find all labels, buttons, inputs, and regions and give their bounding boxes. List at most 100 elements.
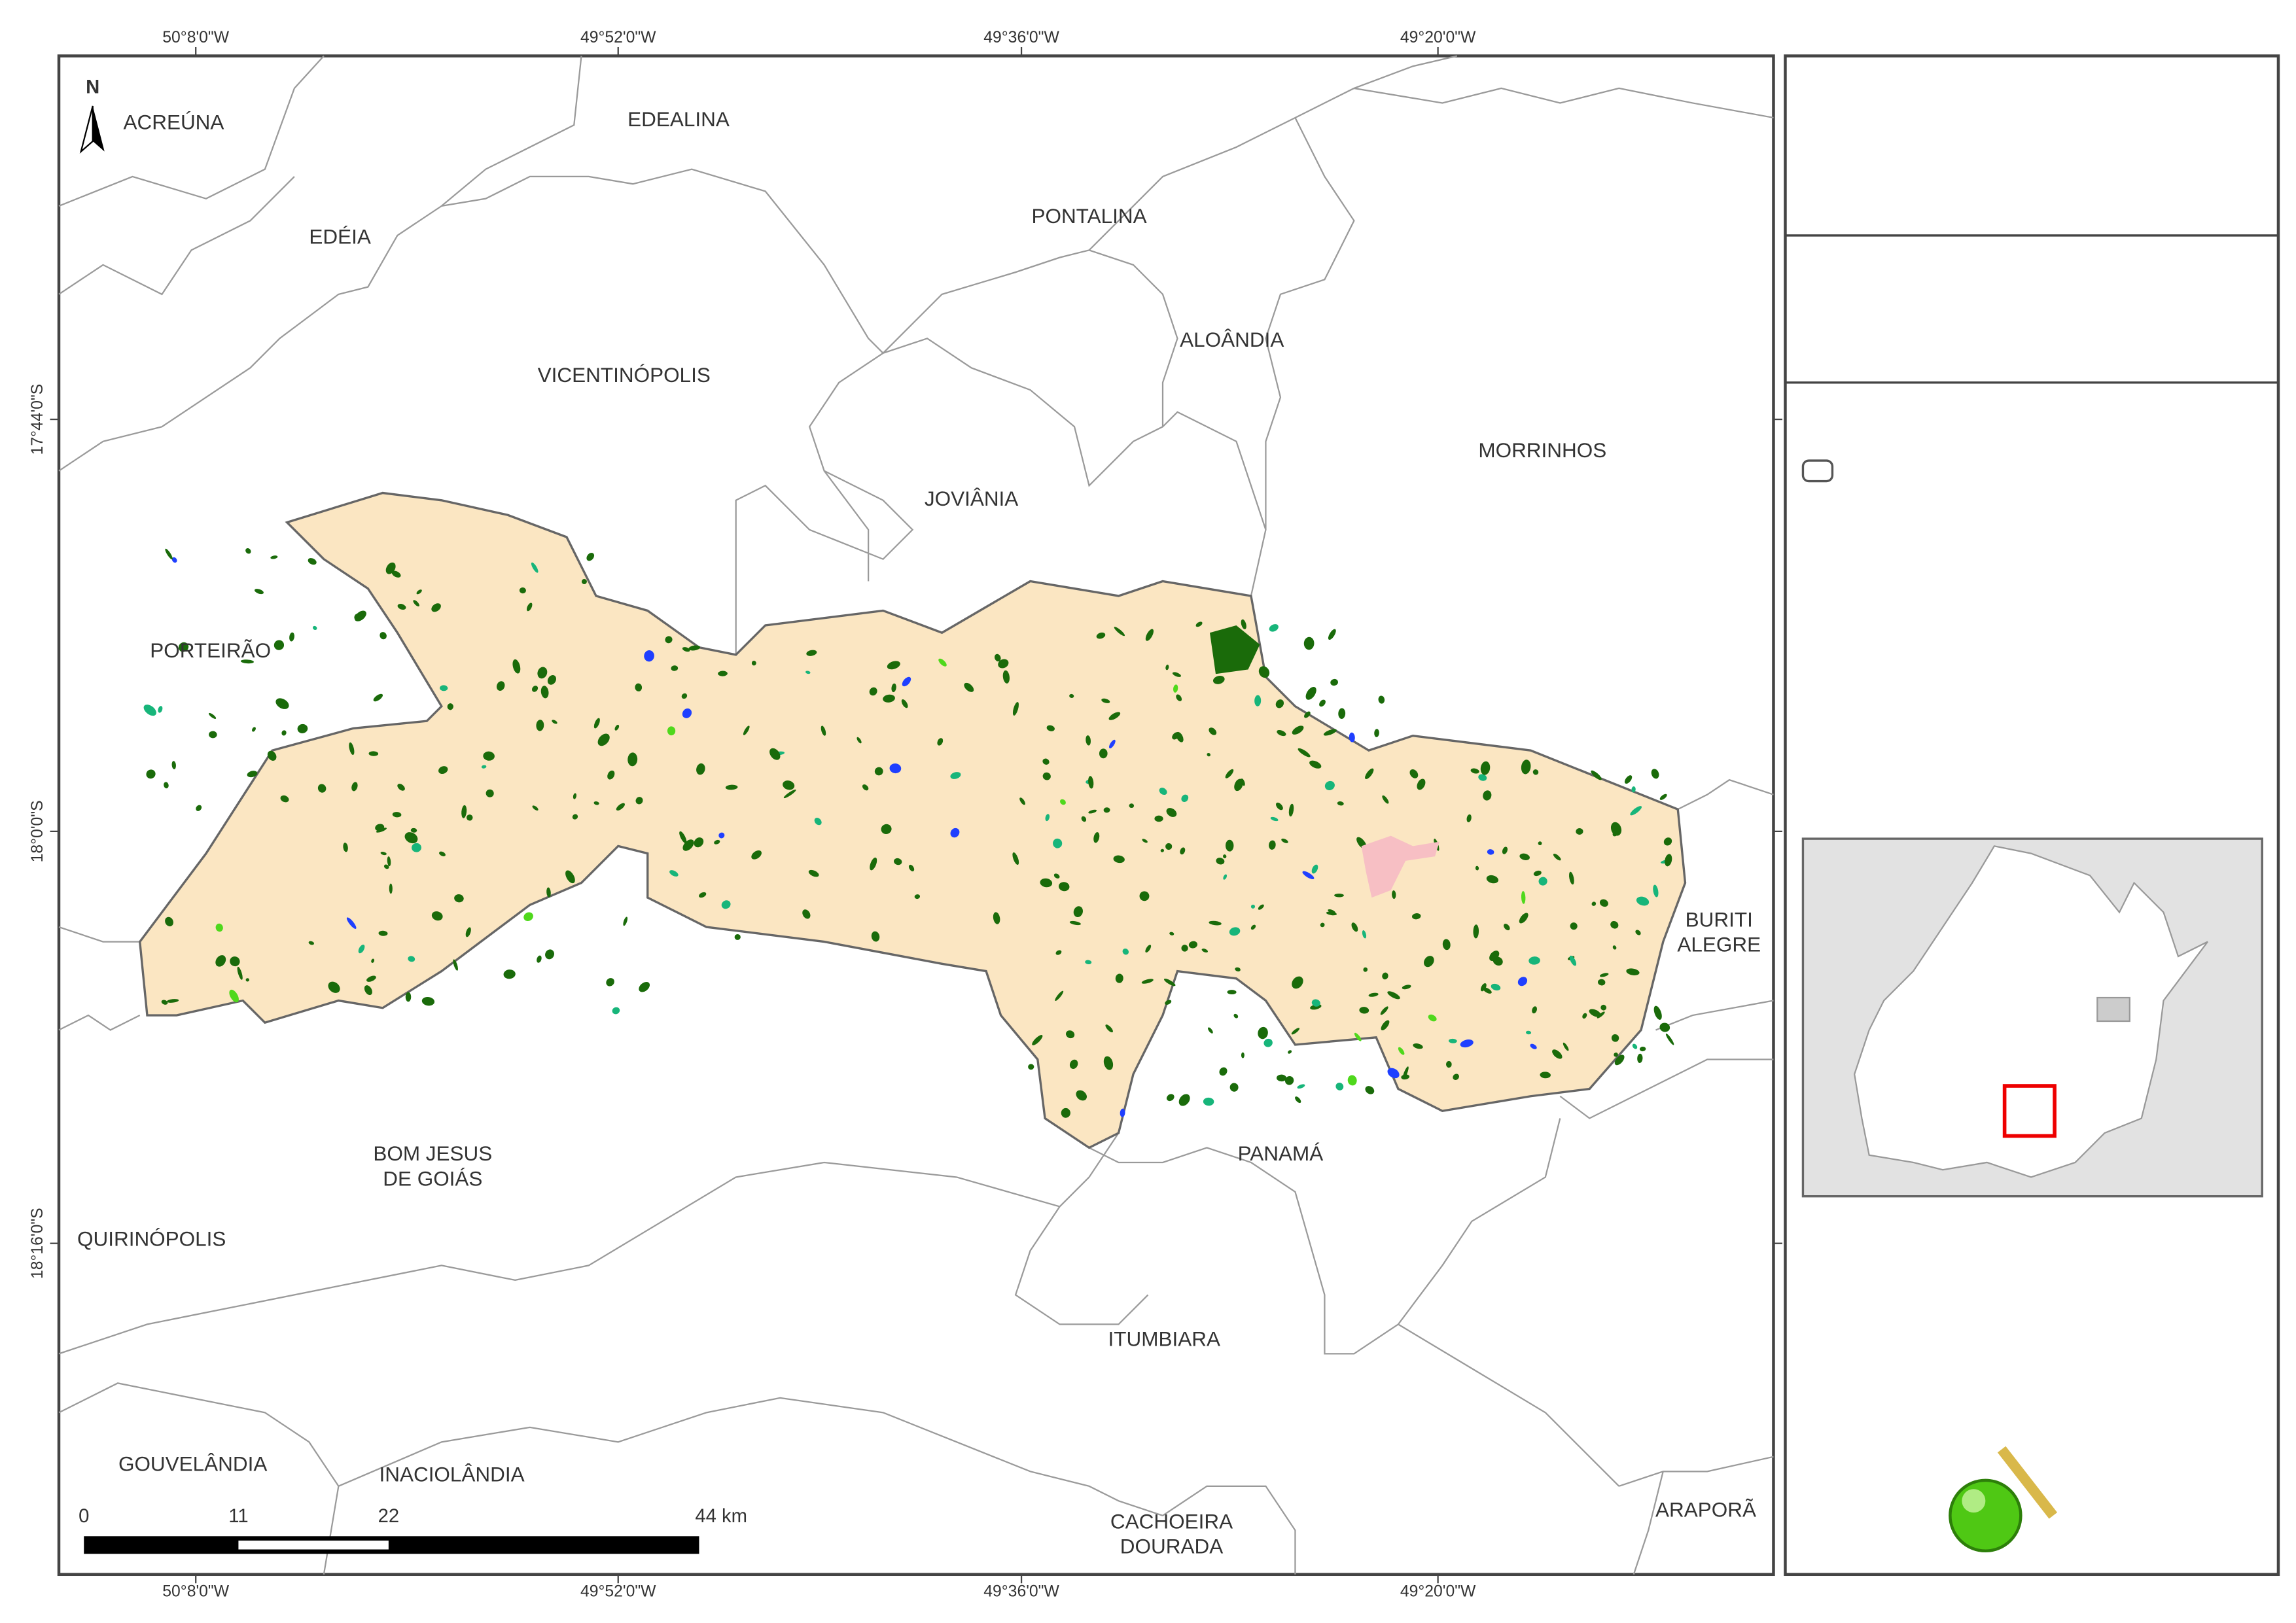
- coord-label: 50°8'0"W: [162, 1582, 229, 1600]
- land-use-patch: [586, 553, 595, 561]
- land-use-patch: [1480, 983, 1487, 992]
- land-use-patch: [950, 828, 960, 838]
- land-use-patch: [1504, 924, 1510, 931]
- land-use-patch: [1114, 627, 1125, 637]
- land-use-patch: [1055, 950, 1062, 955]
- land-use-patch: [1195, 621, 1203, 627]
- land-use-patch: [364, 985, 372, 996]
- land-use-patch: [1040, 878, 1053, 888]
- land-use-patch: [1569, 871, 1574, 885]
- land-use-patch: [1409, 769, 1419, 778]
- land-use-patch: [143, 705, 156, 716]
- land-use-patch: [1359, 1007, 1369, 1014]
- land-use-patch: [375, 824, 385, 831]
- land-use-patch: [1055, 990, 1064, 1002]
- land-use-patch: [1129, 803, 1135, 809]
- place-name: EDEALINA: [627, 107, 730, 131]
- land-use-patch: [1085, 960, 1092, 965]
- land-use-patch: [351, 782, 358, 792]
- land-use-patch: [644, 650, 654, 662]
- land-use-patch: [1165, 1000, 1172, 1005]
- land-use-patch: [421, 996, 435, 1006]
- land-use-patch: [1401, 1074, 1410, 1080]
- coord-label: 49°52'0"W: [580, 1582, 656, 1600]
- land-use-patch: [439, 851, 446, 857]
- land-use-patch: [523, 912, 533, 922]
- coord-label: 18°0'0"S: [29, 800, 46, 862]
- land-use-patch: [682, 708, 692, 718]
- land-use-patch: [267, 750, 277, 761]
- coord-label: 49°20'0"W: [1400, 29, 1476, 46]
- land-use-patch: [1288, 803, 1294, 817]
- land-use-patch: [1302, 871, 1315, 880]
- land-use-patch: [373, 693, 383, 702]
- land-use-patch: [1201, 949, 1209, 953]
- land-use-patch: [1563, 1042, 1569, 1051]
- land-use-patch: [1227, 990, 1237, 995]
- land-use-patch: [1328, 629, 1336, 640]
- land-use-patch: [870, 857, 877, 871]
- land-use-patch: [1424, 956, 1434, 968]
- land-use-patch: [1145, 945, 1152, 953]
- land-use-patch: [1411, 913, 1421, 920]
- coord-label: 50°8'0"W: [162, 29, 229, 46]
- land-use-patch: [1069, 693, 1074, 698]
- land-use-patch: [1178, 1094, 1190, 1106]
- land-use-patch: [1258, 666, 1270, 678]
- land-use-patch: [696, 763, 705, 775]
- land-use-patch: [1226, 839, 1234, 852]
- land-use-patch: [1088, 809, 1097, 814]
- land-use-patch: [412, 843, 421, 852]
- land-use-patch: [1374, 729, 1379, 737]
- land-use-patch: [1448, 1038, 1457, 1043]
- land-use-patch: [994, 654, 1001, 662]
- land-use-patch: [1600, 973, 1609, 977]
- panel-frame: [1784, 54, 2280, 1577]
- land-use-patch: [1250, 904, 1256, 909]
- land-use-patch: [1209, 920, 1222, 926]
- land-use-patch: [572, 814, 578, 820]
- land-use-patch: [240, 659, 254, 664]
- land-use-patch: [215, 923, 223, 932]
- land-use-patch: [743, 725, 750, 735]
- land-use-patch: [1241, 619, 1246, 629]
- place-name: ALEGRE: [1677, 933, 1761, 956]
- land-use-patch: [950, 772, 961, 779]
- land-use-patch: [346, 917, 357, 929]
- land-use-patch: [802, 909, 811, 919]
- land-use-patch: [1483, 790, 1492, 801]
- land-use-patch: [1059, 799, 1066, 805]
- land-use-patch: [1154, 815, 1163, 822]
- land-use-patch: [1570, 922, 1578, 930]
- land-use-patch: [215, 955, 226, 967]
- north-label: N: [86, 77, 99, 98]
- land-use-patch: [247, 771, 258, 778]
- land-use-patch: [230, 956, 240, 967]
- land-use-patch: [681, 693, 688, 699]
- land-use-patch: [1276, 802, 1283, 811]
- scale-label: 22: [378, 1506, 400, 1527]
- land-use-patch: [1012, 852, 1019, 865]
- land-use-patch: [688, 645, 701, 651]
- land-use-patch: [1517, 977, 1528, 986]
- land-use-patch: [196, 805, 202, 811]
- land-use-patch: [297, 724, 308, 733]
- land-use-patch: [410, 828, 417, 833]
- land-use-patch: [1338, 708, 1346, 720]
- land-use-patch: [343, 843, 348, 852]
- land-use-patch: [1173, 684, 1178, 693]
- land-use-patch: [358, 945, 365, 954]
- land-use-patch: [1569, 955, 1577, 966]
- land-use-patch: [1292, 976, 1303, 989]
- land-use-patch: [1626, 968, 1640, 975]
- land-use-patch: [1387, 991, 1400, 1000]
- land-use-patch: [431, 603, 441, 612]
- land-use-patch: [391, 570, 401, 578]
- land-use-patch: [891, 683, 896, 693]
- land-use-patch: [1233, 1013, 1239, 1019]
- land-use-patch: [612, 1007, 620, 1015]
- land-use-patch: [1532, 1006, 1537, 1014]
- land-use-patch: [1538, 877, 1547, 886]
- place-name: PONTALINA: [1031, 204, 1146, 228]
